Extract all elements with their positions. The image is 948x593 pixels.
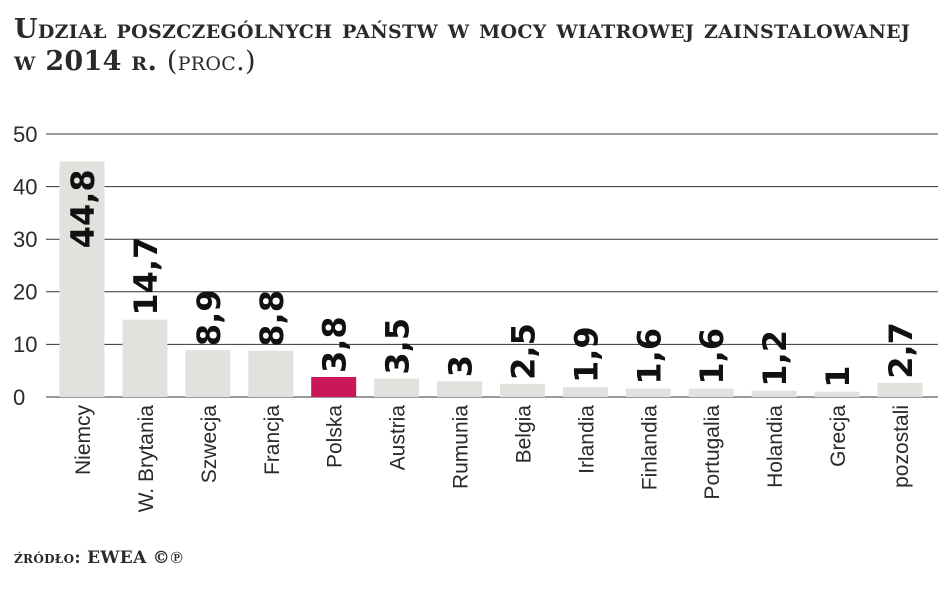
bar	[877, 382, 923, 397]
category-label: W. Brytania	[135, 405, 158, 513]
bar	[59, 161, 105, 397]
bar	[499, 383, 545, 397]
value-label: 14,7	[127, 237, 165, 316]
value-label: 3,5	[379, 318, 417, 375]
category-label: Belgia	[512, 405, 535, 464]
bar	[814, 391, 860, 397]
bar-group-Belgia: 2,5 Belgia	[499, 323, 545, 464]
bar-group-Polska: 3,8 Polska	[311, 316, 357, 468]
value-label: 3,8	[316, 316, 354, 373]
value-label: 1,2	[756, 330, 794, 387]
bar-group-Holandia: 1,2 Holandia	[751, 330, 797, 488]
bar	[562, 387, 608, 397]
category-label: Niemcy	[72, 405, 95, 476]
y-tick-label: 10	[13, 332, 37, 357]
bar	[374, 378, 420, 397]
bar	[437, 381, 483, 397]
y-tick-label: 50	[13, 122, 37, 147]
bar-group-pozostali: 2,7 pozostali	[877, 322, 923, 488]
source-note: źródło: EWEA ©℗	[14, 548, 184, 568]
category-label: Grecja	[827, 405, 850, 467]
bar-group-Irlandia: 1,9 Irlandia	[562, 326, 608, 474]
bar-group-Portugalia: 1,6 Portugalia	[688, 328, 734, 500]
category-label: Szwecja	[198, 405, 221, 484]
bar	[625, 388, 671, 397]
bar-group-W. Brytania: 14,7 W. Brytania	[122, 237, 168, 513]
value-label: 8,9	[190, 289, 228, 346]
bar	[311, 377, 357, 397]
chart-title-main: Udział poszczególnych państw w mocy wiat…	[14, 14, 911, 77]
value-label: 3	[442, 355, 480, 377]
bar-group-Austria: 3,5 Austria	[374, 318, 420, 471]
category-label: Francja	[261, 405, 284, 475]
category-label: pozostali	[890, 405, 913, 488]
value-label: 8,8	[253, 290, 291, 347]
chart-title-unit: (proc.)	[166, 46, 256, 77]
bar	[688, 388, 734, 397]
bar-group-Finlandia: 1,6 Finlandia	[625, 328, 671, 491]
value-label: 1,6	[630, 328, 668, 385]
chart-title: Udział poszczególnych państw w mocy wiat…	[14, 14, 934, 78]
value-label: 44,8	[64, 169, 102, 248]
category-label: Polska	[324, 405, 347, 468]
bar-group-Szwecja: 8,9 Szwecja	[185, 289, 231, 484]
value-label: 2,5	[504, 323, 542, 380]
value-label: 2,7	[882, 322, 920, 379]
y-tick-label: 0	[13, 385, 25, 410]
bar	[122, 319, 168, 397]
bar-group-Rumunia: 3 Rumunia	[437, 355, 483, 489]
bar-group-Niemcy: 44,8 Niemcy	[59, 161, 105, 476]
bar	[751, 390, 797, 397]
bar-group-Grecja: 1 Grecja	[814, 365, 860, 467]
category-label: Portugalia	[701, 405, 724, 500]
bar	[248, 350, 294, 397]
category-label: Irlandia	[575, 405, 598, 474]
value-label: 1,6	[693, 328, 731, 385]
bar-group-Francja: 8,8 Francja	[248, 290, 294, 475]
value-label: 1,9	[567, 326, 605, 383]
y-tick-label: 20	[13, 280, 37, 305]
value-label: 1	[819, 365, 857, 387]
y-tick-label: 40	[13, 174, 37, 199]
category-label: Finlandia	[638, 405, 661, 491]
category-label: Rumunia	[450, 405, 473, 489]
category-label: Austria	[387, 405, 410, 471]
category-label: Holandia	[764, 405, 787, 488]
bar	[185, 350, 231, 397]
y-tick-label: 30	[13, 227, 37, 252]
